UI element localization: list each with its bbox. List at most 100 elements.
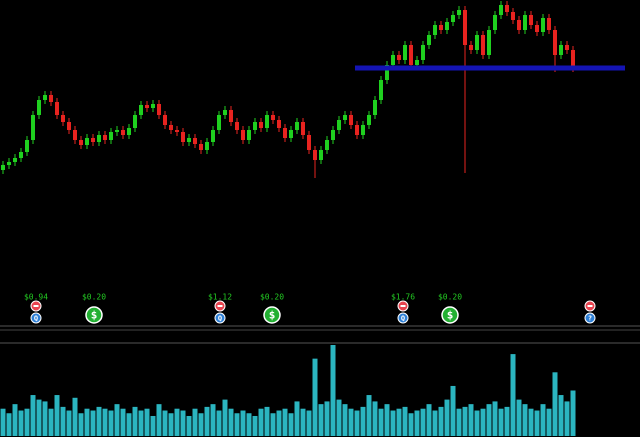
candle-body [307,135,311,150]
event-label: $0.20 [82,293,106,302]
volume-bar [480,408,486,436]
candle-body [73,130,77,140]
candle-body [445,22,449,30]
volume-bar [180,410,186,436]
volume-bar [102,408,108,436]
volume-bar [174,408,180,436]
candle-body [487,30,491,55]
candle-body [133,115,137,128]
candle-body [439,25,443,30]
volume-bar [528,408,534,436]
candle-body [421,45,425,60]
volume-bar [36,399,42,436]
volume-bar [210,404,216,436]
candle-body [523,15,527,30]
volume-bar [192,408,198,436]
event-label: $0.20 [260,293,284,302]
candle-body [511,12,515,20]
candle-body [19,152,23,158]
candle-body [115,130,119,132]
candle-body [343,115,347,120]
earnings-icon-mark [587,305,593,307]
earnings-icon-mark [400,305,406,307]
candle-body [79,140,83,145]
volume-bar [540,404,546,436]
candle-body [385,65,389,80]
volume-bar [282,408,288,436]
candle-body [277,120,281,128]
volume-bar [414,410,420,436]
volume-bar [402,406,408,436]
volume-bar [462,406,468,436]
candle-body [331,130,335,140]
volume-bar [30,395,36,436]
candle-body [85,138,89,145]
volume-bar [318,404,324,436]
event-label: $0.94 [24,293,48,302]
candle-body [535,25,539,32]
candle-body [463,10,467,45]
volume-bar [120,408,126,436]
candle-body [289,130,293,138]
volume-bar [558,395,564,436]
candle-body [55,102,59,115]
volume-bar [378,408,384,436]
volume-bar [372,401,378,436]
candle-body [505,5,509,12]
volume-bar [354,410,360,436]
candle-body [241,130,245,140]
volume-bar [348,408,354,436]
volume-bar [258,408,264,436]
volume-bar [114,404,120,436]
volume-bar [564,401,570,436]
candle-body [433,25,437,35]
volume-bar [504,406,510,436]
event-label: $1.76 [391,293,415,302]
candle-body [163,115,167,125]
candle-body [397,55,401,60]
quarter-icon [30,312,42,324]
event-label: $0.20 [438,293,462,302]
volume-bar [90,410,96,436]
candle-body [145,105,149,108]
volume-bar [294,401,300,436]
quarter-icon-text: Q [401,315,405,323]
candle-body [229,110,233,122]
volume-bar [72,397,78,436]
volume-bar [366,395,372,436]
candle-body [493,15,497,30]
candle-body [265,115,269,128]
candle-body [169,125,173,130]
volume-bar [342,404,348,436]
candle-body [553,30,557,55]
candle-body [205,142,209,150]
volume-bar [276,410,282,436]
volume-bar [552,372,558,436]
volume-bar [498,408,504,436]
candle-body [127,128,131,135]
volume-bar [336,399,342,436]
earnings-icon-mark [33,305,39,307]
candle-body [529,15,533,25]
candle-body [499,5,503,15]
candle-body [469,45,473,50]
candle-body [25,140,29,152]
quarter-icon [584,312,596,324]
candle-body [271,115,275,120]
candle-body [409,45,413,65]
event-label: $1.12 [208,293,232,302]
volume-bar [108,410,114,436]
volume-bar [228,408,234,436]
candle-body [187,138,191,142]
candle-body [223,110,227,115]
candle-body [427,35,431,45]
candle-body [37,100,41,115]
volume-bar [234,413,240,436]
volume-bar [330,345,336,436]
quarter-icon [397,312,409,324]
candle-body [571,50,575,68]
candle-body [373,100,377,115]
candle-body [1,165,5,170]
candle-body [91,138,95,142]
